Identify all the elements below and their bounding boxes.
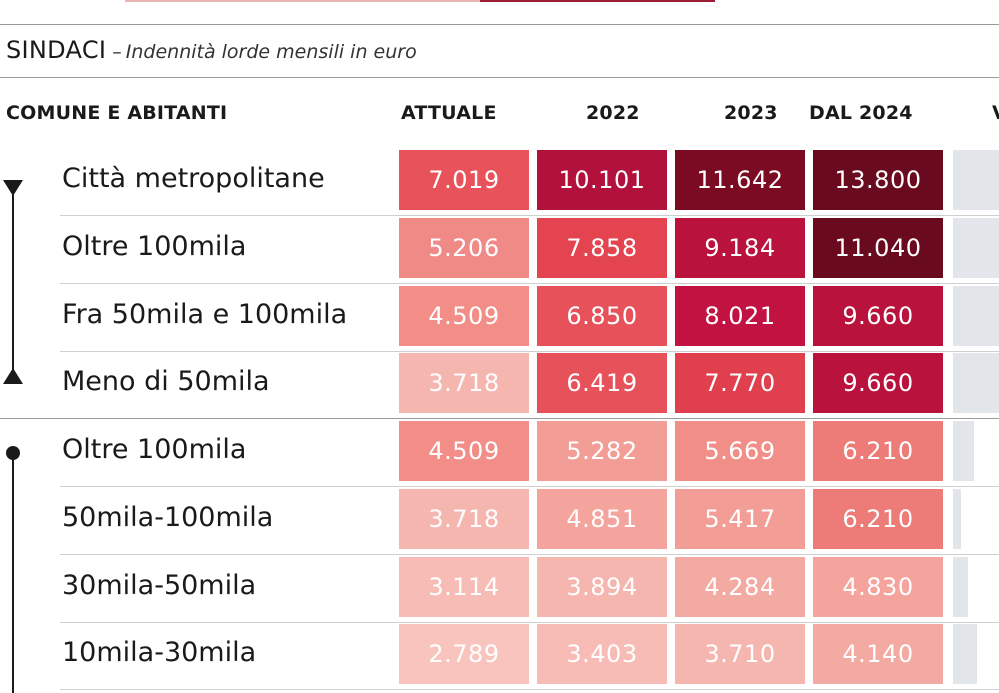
title-rule — [0, 77, 999, 78]
value-cell: 4.284 — [675, 557, 805, 617]
table-row: Città metropolitane 7.019 10.101 11.642 13.8… — [0, 148, 999, 216]
value-cell: 8.021 — [675, 286, 805, 346]
row-separator — [60, 486, 999, 487]
row-separator — [60, 689, 999, 690]
value-cell: 6.210 — [813, 421, 943, 481]
row-label: 10mila-30mila — [62, 637, 257, 668]
value-cell: 5.669 — [675, 421, 805, 481]
group-a-start-marker — [3, 180, 23, 196]
value-cell: 11.040 — [813, 218, 943, 278]
value-cell: 5.417 — [675, 489, 805, 549]
value-cell: 4.509 — [399, 421, 529, 481]
value-cell: 3.114 — [399, 557, 529, 617]
table-row: Oltre 100mila 4.509 5.282 5.669 6.210 — [0, 419, 999, 487]
previous-section-bar — [125, 0, 715, 2]
value-cell: 9.660 — [813, 353, 943, 413]
value-cell: 5.282 — [537, 421, 667, 481]
value-cell: 3.894 — [537, 557, 667, 617]
column-header-2023: 2023 — [724, 102, 778, 124]
column-header-cut: V — [992, 102, 999, 124]
side-bar — [953, 150, 999, 210]
table-row: 30mila-50mila 3.114 3.894 4.284 4.830 — [0, 555, 999, 623]
value-cell: 3.710 — [675, 624, 805, 684]
value-cell: 6.419 — [537, 353, 667, 413]
value-cell: 3.403 — [537, 624, 667, 684]
side-bar — [953, 624, 977, 684]
table-row: 50mila-100mila 3.718 4.851 5.417 6.210 — [0, 487, 999, 555]
value-cell: 13.800 — [813, 150, 943, 210]
side-bar — [953, 421, 974, 481]
value-cell: 4.830 — [813, 557, 943, 617]
value-cell: 5.206 — [399, 218, 529, 278]
side-bar — [953, 286, 999, 346]
row-label: Città metropolitane — [62, 163, 325, 194]
table-row: Oltre 100mila 5.206 7.858 9.184 11.040 — [0, 216, 999, 284]
chart-title-row: SINDACI – Indennità lorde mensili in euro — [6, 36, 417, 64]
value-cell: 2.789 — [399, 624, 529, 684]
value-cell: 3.718 — [399, 353, 529, 413]
side-bar — [953, 353, 999, 413]
chart-title: SINDACI — [6, 36, 107, 64]
row-separator — [60, 351, 999, 352]
row-separator — [60, 215, 999, 216]
row-label: 50mila-100mila — [62, 502, 274, 533]
group-b-line — [12, 454, 14, 693]
value-cell: 6.210 — [813, 489, 943, 549]
side-bar — [953, 218, 999, 278]
value-cell: 7.019 — [399, 150, 529, 210]
side-bar — [953, 489, 961, 549]
value-cell: 4.851 — [537, 489, 667, 549]
row-separator — [60, 283, 999, 284]
side-bar — [953, 557, 968, 617]
value-cell: 11.642 — [675, 150, 805, 210]
column-header-comune: COMUNE E ABITANTI — [6, 102, 228, 124]
top-rule — [0, 24, 999, 25]
value-cell: 3.718 — [399, 489, 529, 549]
previous-section-bar-dark — [480, 0, 715, 2]
group-a-line — [12, 188, 14, 374]
table-row: 10mila-30mila 2.789 3.403 3.710 4.140 — [0, 622, 999, 690]
table-row: Meno di 50mila 3.718 6.419 7.770 9.660 — [0, 351, 999, 419]
value-cell: 10.101 — [537, 150, 667, 210]
value-cell: 9.660 — [813, 286, 943, 346]
value-cell: 7.858 — [537, 218, 667, 278]
value-cell: 6.850 — [537, 286, 667, 346]
group-a-end-marker — [3, 368, 23, 384]
row-label: Oltre 100mila — [62, 231, 247, 262]
row-separator — [0, 418, 999, 419]
value-cell: 9.184 — [675, 218, 805, 278]
group-b-start-marker — [6, 446, 20, 460]
row-separator — [60, 554, 999, 555]
title-dash: – — [112, 41, 122, 63]
row-label: Meno di 50mila — [62, 366, 270, 397]
value-cell: 4.140 — [813, 624, 943, 684]
table-row: Fra 50mila e 100mila 4.509 6.850 8.021 9.660 — [0, 284, 999, 352]
column-header-2022: 2022 — [586, 102, 640, 124]
chart-subtitle: Indennità lorde mensili in euro — [125, 41, 417, 63]
value-cell: 7.770 — [675, 353, 805, 413]
row-separator — [60, 622, 999, 623]
row-label: Oltre 100mila — [62, 434, 247, 465]
column-header-dal-2024: DAL 2024 — [809, 102, 913, 124]
row-label: Fra 50mila e 100mila — [62, 299, 348, 330]
value-cell: 4.509 — [399, 286, 529, 346]
column-header-attuale: ATTUALE — [401, 102, 497, 124]
row-label: 30mila-50mila — [62, 570, 257, 601]
